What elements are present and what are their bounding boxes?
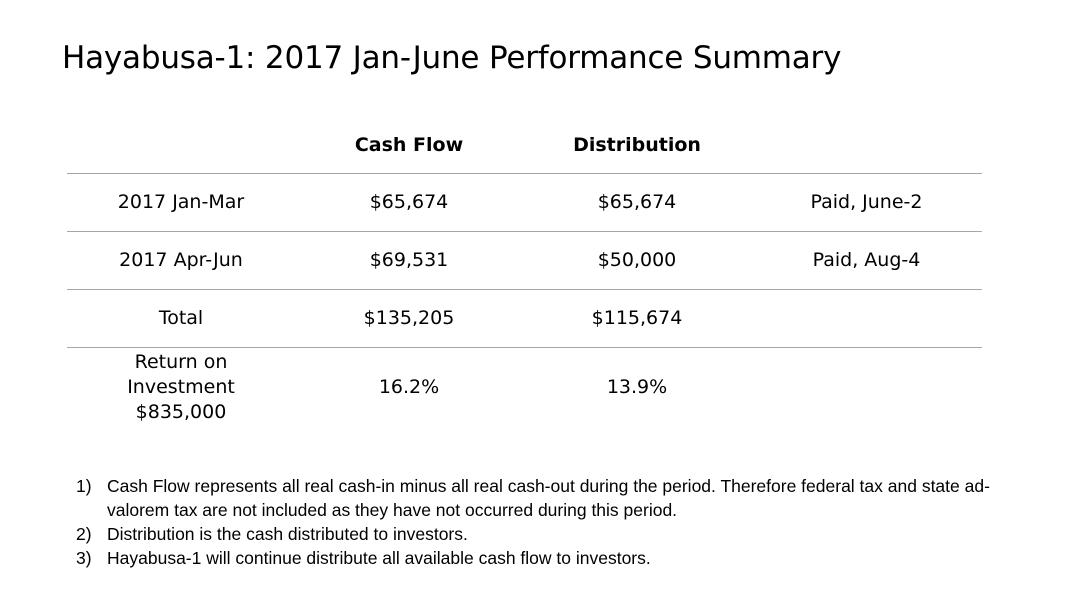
distribution-value: $115,674 — [591, 307, 683, 329]
cash-flow-value: $65,674 — [369, 191, 449, 213]
table-row: 2017 Jan-Mar $65,674 $65,674 Paid, June-… — [67, 173, 982, 231]
header-empty-cell — [67, 143, 295, 145]
page-title: Hayabusa-1: 2017 Jan-June Performance Su… — [62, 40, 842, 76]
distribution-value: $65,674 — [597, 191, 677, 213]
payment-status: Paid, Aug-4 — [812, 249, 921, 271]
table-row: 2017 Apr-Jun $69,531 $50,000 Paid, Aug-4 — [67, 231, 982, 289]
payment-status: Paid, June-2 — [810, 191, 923, 213]
roi-label: Return on Investment $835,000 — [67, 350, 295, 425]
roi-label-line: Return on — [134, 350, 228, 373]
footnotes-list: 1) Cash Flow represents all real cash-in… — [76, 474, 996, 570]
header-status-empty — [751, 143, 982, 145]
footnote-item: 3) Hayabusa-1 will continue distribute a… — [76, 546, 996, 570]
table-row-roi: Return on Investment $835,000 16.2% 13.9… — [67, 347, 982, 426]
roi-distribution-value: 13.9% — [606, 375, 668, 398]
cash-flow-value: $69,531 — [369, 249, 449, 271]
performance-table: Cash Flow Distribution 2017 Jan-Mar $65,… — [67, 115, 982, 426]
footnote-item: 1) Cash Flow represents all real cash-in… — [76, 474, 996, 522]
footnote-number: 3) — [76, 548, 92, 568]
header-cash-flow: Cash Flow — [354, 133, 464, 156]
header-distribution: Distribution — [573, 133, 701, 156]
footnote-number: 1) — [76, 476, 92, 496]
roi-investment-amount: $835,000 — [135, 400, 227, 423]
row-label: 2017 Apr-Jun — [119, 249, 243, 271]
table-row-total: Total $135,205 $115,674 — [67, 289, 982, 347]
footnote-number: 2) — [76, 524, 92, 544]
table-header-row: Cash Flow Distribution — [67, 115, 982, 173]
roi-cash-flow-value: 16.2% — [378, 375, 440, 398]
footnote-item: 2) Distribution is the cash distributed … — [76, 522, 996, 546]
roi-label-line: Investment — [127, 375, 235, 398]
row-label: 2017 Jan-Mar — [117, 191, 245, 213]
distribution-value: $50,000 — [597, 249, 677, 271]
row-label: Total — [158, 307, 204, 329]
cash-flow-value: $135,205 — [363, 307, 455, 329]
footnote-text: Distribution is the cash distributed to … — [107, 524, 468, 544]
footnote-text: Cash Flow represents all real cash-in mi… — [107, 476, 990, 520]
footnote-text: Hayabusa-1 will continue distribute all … — [107, 548, 651, 568]
